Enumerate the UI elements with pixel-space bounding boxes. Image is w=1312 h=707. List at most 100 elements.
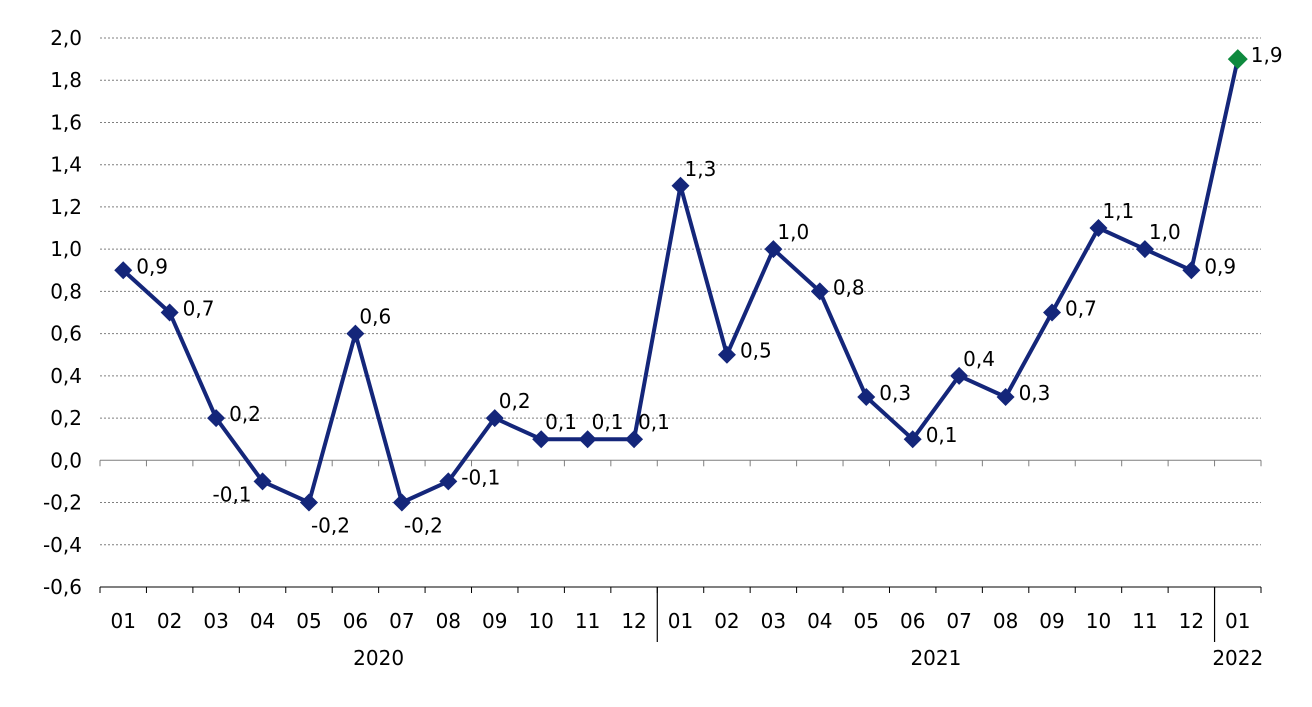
data-point-marker: [485, 409, 504, 428]
data-point-marker: [625, 430, 644, 449]
x-axis-year-labels: 2020 2021 2022: [353, 646, 1263, 670]
data-label: 0,5: [740, 339, 772, 363]
x-category-label: 11: [575, 609, 600, 633]
data-point-marker: [950, 366, 969, 385]
data-labels: 0,9 0,7 0,2 -0,1 -0,2 0,6 -0,2 -0,1 0,2 0,1 0,1 0,1…: [136, 43, 1282, 537]
data-label: 0,1: [592, 410, 624, 434]
x-category-label: 07: [946, 609, 971, 633]
data-label: -0,2: [404, 514, 443, 538]
data-label: 0,3: [1019, 381, 1051, 405]
y-axis-tick-labels: 2,0 1,8 1,6 1,4 1,2 1,0 0,8 0,6 0,4 0,2 0,0 -0,2 -0,…: [43, 26, 82, 599]
data-point-marker: [903, 430, 922, 449]
data-point-marker: [764, 240, 783, 259]
x-category-label: 03: [761, 609, 786, 633]
data-point-marker: [532, 430, 551, 449]
data-label: 1,1: [1102, 199, 1134, 223]
highlight-point-marker: [1227, 49, 1248, 70]
data-label: -0,2: [311, 514, 350, 538]
data-point-marker: [717, 345, 736, 364]
y-tick-label: -0,2: [43, 491, 82, 515]
data-label: 0,7: [1065, 297, 1097, 321]
series-line-path: [121, 58, 1240, 505]
data-label: 0,2: [229, 402, 261, 426]
data-point-marker: [114, 261, 133, 280]
data-point-marker: [346, 324, 365, 343]
data-label: 1,0: [1149, 220, 1181, 244]
data-label: 0,1: [545, 410, 577, 434]
data-label: 0,7: [183, 297, 215, 321]
x-category-label: 01: [1225, 609, 1250, 633]
data-label: 1,3: [685, 157, 717, 181]
data-label: 0,4: [963, 347, 995, 371]
x-category-label: 06: [900, 609, 925, 633]
x-category-label: 01: [110, 609, 135, 633]
data-point-marker: [996, 387, 1015, 406]
data-point-marker: [299, 493, 318, 512]
data-label: 0,2: [499, 389, 531, 413]
data-label: -0,1: [213, 482, 252, 506]
data-point-marker: [857, 387, 876, 406]
x-category-label: 05: [296, 609, 321, 633]
data-point-marker: [1182, 261, 1201, 280]
data-point-marker: [1043, 303, 1062, 322]
data-point-marker: [253, 472, 272, 491]
x-axis: [99, 586, 1262, 642]
y-tick-label: 1,0: [50, 237, 82, 261]
data-point-marker: [207, 409, 226, 428]
y-tick-label: 0,4: [50, 364, 82, 388]
x-category-label: 10: [1086, 609, 1111, 633]
x-category-label: 11: [1132, 609, 1157, 633]
y-tick-label: -0,4: [43, 533, 82, 557]
y-tick-label: 0,8: [50, 279, 82, 303]
data-point-marker: [160, 303, 179, 322]
data-label: 1,9: [1251, 43, 1283, 67]
data-label: 0,3: [879, 381, 911, 405]
x-axis-category-labels: 01 02 03 04 05 06 07 08 09 10 11 12 01 02 03 04 05 06 07 08…: [110, 609, 1250, 633]
series-markers: [114, 49, 1248, 512]
series-line: [121, 58, 1240, 505]
y-tick-label: -0,6: [43, 575, 82, 599]
x-category-label: 02: [157, 609, 182, 633]
y-tick-label: 1,6: [50, 110, 82, 134]
x-category-label: 01: [668, 609, 693, 633]
x-category-label: 04: [250, 609, 275, 633]
y-tick-label: 1,2: [50, 195, 82, 219]
data-label: 0,9: [136, 254, 168, 278]
data-point-marker: [578, 430, 597, 449]
x-category-label: 08: [436, 609, 461, 633]
data-point-marker: [439, 472, 458, 491]
x-year-label: 2022: [1212, 646, 1263, 670]
data-label: 0,8: [833, 275, 865, 299]
x-category-label: 09: [482, 609, 507, 633]
x-category-label: 05: [854, 609, 879, 633]
x-category-label: 08: [993, 609, 1018, 633]
y-tick-label: 0,0: [50, 448, 82, 472]
data-point-marker: [1089, 219, 1108, 238]
gridlines: [99, 37, 1262, 546]
x-category-label: 06: [343, 609, 368, 633]
x-category-label: 04: [807, 609, 832, 633]
x-year-label: 2020: [353, 646, 404, 670]
data-label: 1,0: [777, 220, 809, 244]
x-category-label: 12: [1179, 609, 1204, 633]
x-category-label: 12: [621, 609, 646, 633]
x-category-label: 10: [528, 609, 553, 633]
data-point-marker: [671, 176, 690, 195]
x-category-label: 07: [389, 609, 414, 633]
data-label: 0,6: [359, 305, 391, 329]
y-tick-label: 2,0: [50, 26, 82, 50]
y-tick-label: 1,8: [50, 68, 82, 92]
data-label: 0,1: [638, 410, 670, 434]
y-tick-label: 1,4: [50, 153, 82, 177]
data-point-marker: [1135, 240, 1154, 259]
x-category-label: 02: [714, 609, 739, 633]
x-year-label: 2021: [910, 646, 961, 670]
y-tick-label: 0,6: [50, 322, 82, 346]
data-label: 0,1: [926, 423, 958, 447]
x-category-label: 09: [1039, 609, 1064, 633]
data-label: 0,9: [1204, 254, 1236, 278]
data-label: -0,1: [461, 465, 500, 489]
data-point-marker: [810, 282, 829, 301]
y-tick-label: 0,2: [50, 406, 82, 430]
